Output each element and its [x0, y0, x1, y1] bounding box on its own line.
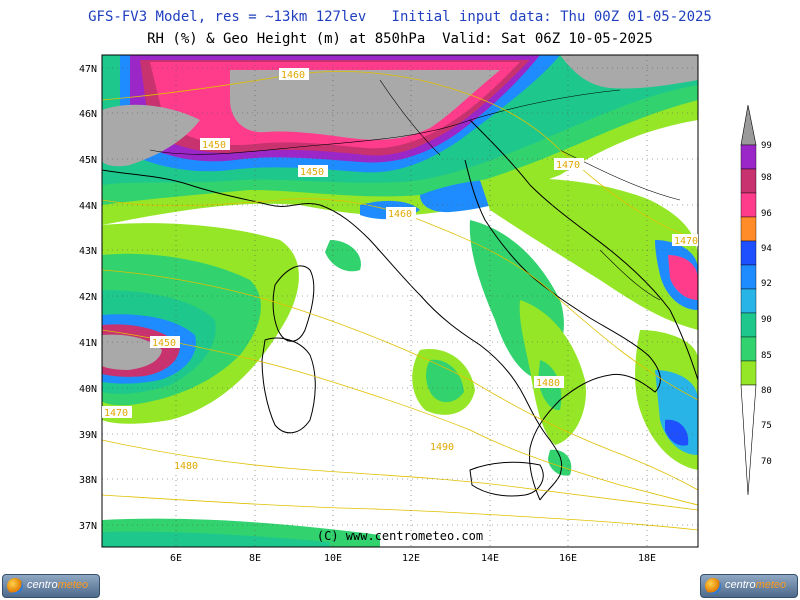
rh-field	[102, 55, 698, 547]
lat-label: 46N	[79, 109, 97, 120]
logo-text: centrometeo	[27, 579, 89, 591]
contour-label: 1460	[388, 209, 412, 220]
contour-label: 1480	[174, 461, 198, 472]
globe-icon	[7, 578, 23, 594]
contour-label: 1490	[430, 442, 454, 453]
contour-label: 1470	[556, 160, 580, 171]
lon-label: 6E	[170, 553, 182, 564]
contour-label: 1450	[202, 140, 226, 151]
lat-label: 43N	[79, 246, 97, 257]
colorbar-label: 75	[761, 421, 772, 431]
colorbar-label: 70	[761, 457, 772, 467]
lat-label: 47N	[79, 64, 97, 75]
logo-text: centrometeo	[725, 579, 787, 591]
contour-label: 1450	[152, 338, 176, 349]
contour-label: 1480	[536, 378, 560, 389]
lon-label: 8E	[249, 553, 261, 564]
colorbar-label: 90	[761, 315, 772, 325]
copyright-text: (C) www.centrometeo.com	[317, 529, 483, 543]
centrometeo-logo-right[interactable]: centrometeo	[700, 574, 798, 598]
lat-label: 42N	[79, 292, 97, 303]
lat-label: 44N	[79, 201, 97, 212]
contour-label: 1470	[104, 408, 128, 419]
height-contours	[102, 71, 698, 531]
contour-label: 1470	[674, 236, 698, 247]
lat-label: 39N	[79, 430, 97, 441]
lat-label: 38N	[79, 475, 97, 486]
colorbar-label: 96	[761, 209, 772, 219]
lat-label: 40N	[79, 384, 97, 395]
contour-label: 1450	[300, 167, 324, 178]
lon-label: 14E	[481, 553, 499, 564]
lat-label: 41N	[79, 338, 97, 349]
colorbar-label: 92	[761, 279, 772, 289]
centrometeo-logo-left[interactable]: centrometeo	[2, 574, 100, 598]
colorbar-label: 94	[761, 244, 772, 254]
lon-label: 10E	[324, 553, 342, 564]
colorbar	[740, 104, 757, 496]
colorbar-label: 98	[761, 173, 772, 183]
coastlines	[102, 119, 698, 501]
globe-icon	[705, 578, 721, 594]
contour-label: 1460	[281, 70, 305, 81]
map-frame	[101, 54, 699, 548]
title-field-valid: RH (%) & Geo Height (m) at 850hPa Valid:…	[147, 31, 653, 47]
lat-label: 45N	[79, 155, 97, 166]
lon-label: 12E	[402, 553, 420, 564]
lat-label: 37N	[79, 521, 97, 532]
title-model-run: GFS-FV3 Model, res = ~13km 127lev Initia…	[88, 9, 712, 25]
colorbar-label: 99	[761, 141, 772, 151]
borders	[149, 79, 681, 301]
lon-label: 16E	[559, 553, 577, 564]
colorbar-label: 80	[761, 386, 772, 396]
lon-label: 18E	[638, 553, 656, 564]
colorbar-label: 85	[761, 351, 772, 361]
